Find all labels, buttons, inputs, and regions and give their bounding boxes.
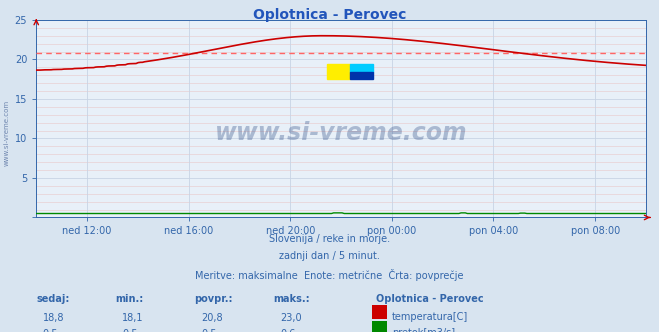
Text: pretok[m3/s]: pretok[m3/s]	[392, 328, 455, 332]
Text: 18,1: 18,1	[122, 313, 144, 323]
Text: zadnji dan / 5 minut.: zadnji dan / 5 minut.	[279, 251, 380, 261]
Text: 18,8: 18,8	[43, 313, 65, 323]
Text: Oplotnica - Perovec: Oplotnica - Perovec	[253, 8, 406, 22]
Text: povpr.:: povpr.:	[194, 294, 233, 304]
Text: 20,8: 20,8	[201, 313, 223, 323]
Text: 0,5: 0,5	[201, 329, 217, 332]
Text: 0,5: 0,5	[43, 329, 59, 332]
Text: min.:: min.:	[115, 294, 144, 304]
Text: www.si-vreme.com: www.si-vreme.com	[215, 121, 467, 144]
Text: sedaj:: sedaj:	[36, 294, 70, 304]
Text: 0,6: 0,6	[280, 329, 295, 332]
Bar	[350, 72, 374, 79]
Text: Slovenija / reke in morje.: Slovenija / reke in morje.	[269, 234, 390, 244]
Text: Oplotnica - Perovec: Oplotnica - Perovec	[376, 294, 483, 304]
Bar	[350, 64, 374, 72]
Text: temperatura[C]: temperatura[C]	[392, 312, 469, 322]
Text: 0,5: 0,5	[122, 329, 138, 332]
Text: maks.:: maks.:	[273, 294, 310, 304]
Text: Meritve: maksimalne  Enote: metrične  Črta: povprečje: Meritve: maksimalne Enote: metrične Črta…	[195, 269, 464, 281]
Text: www.si-vreme.com: www.si-vreme.com	[3, 100, 10, 166]
Bar	[327, 64, 350, 79]
Text: 23,0: 23,0	[280, 313, 302, 323]
